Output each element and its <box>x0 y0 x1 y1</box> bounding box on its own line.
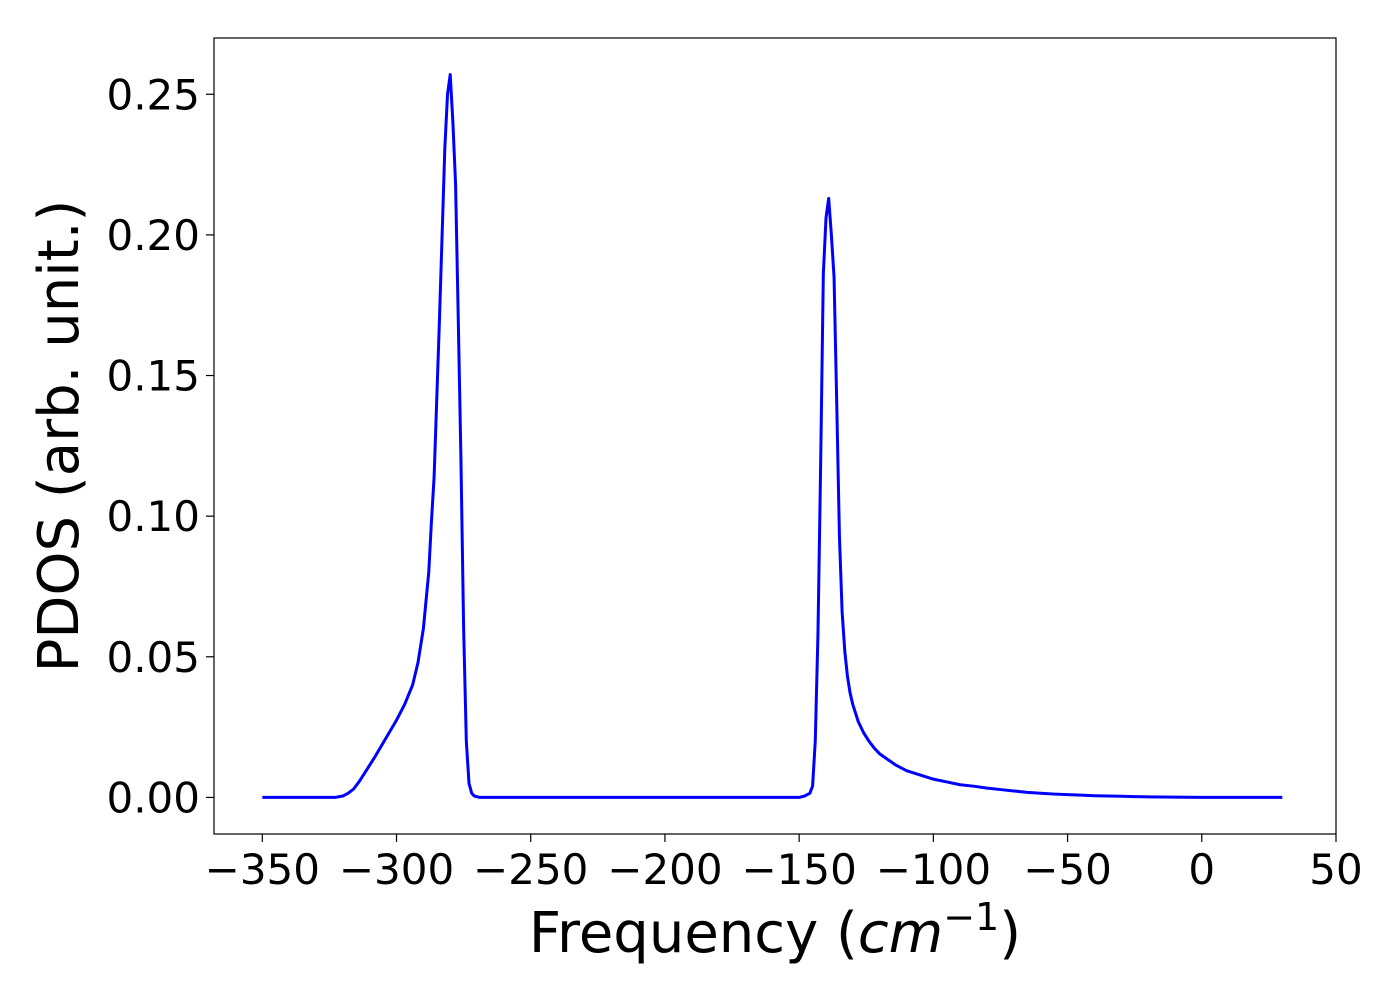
x-tick-label: 0 <box>1188 845 1215 894</box>
x-tick-label: −350 <box>205 845 320 894</box>
plot-frame <box>213 37 1337 835</box>
x-tick-label: −250 <box>473 845 588 894</box>
x-tick-label: −100 <box>876 845 991 894</box>
x-axis-label-text: Frequency ( <box>529 901 858 966</box>
x-tick-label: −300 <box>339 845 454 894</box>
x-axis-ticks: −350 −300 −250 −200 −150 −100 −50 0 50 <box>205 834 1363 894</box>
y-tick-label: 0.05 <box>106 633 200 682</box>
plot-area <box>214 38 1336 834</box>
x-axis-label-close: ) <box>999 901 1021 966</box>
x-tick-label: −200 <box>607 845 722 894</box>
x-axis-label-exponent: −1 <box>943 895 999 939</box>
x-tick-label: −150 <box>741 845 856 894</box>
y-tick-label: 0.25 <box>106 70 200 119</box>
x-axis-label: Frequency (cm−1) <box>529 895 1021 966</box>
x-axis-label-unit: cm <box>858 901 943 966</box>
y-tick-label: 0.20 <box>106 211 200 260</box>
series-line <box>262 73 1283 799</box>
y-axis-label: PDOS (arb. unit.) <box>27 200 92 673</box>
series-layer <box>262 73 1283 799</box>
x-tick-label: 50 <box>1309 845 1362 894</box>
y-tick-label: 0.15 <box>106 352 200 401</box>
x-tick-label: −50 <box>1023 845 1112 894</box>
y-tick-label: 0.10 <box>106 492 200 541</box>
y-tick-label: 0.00 <box>106 773 200 822</box>
y-axis-ticks: 0.00 0.05 0.10 0.15 0.20 0.25 <box>106 70 214 822</box>
